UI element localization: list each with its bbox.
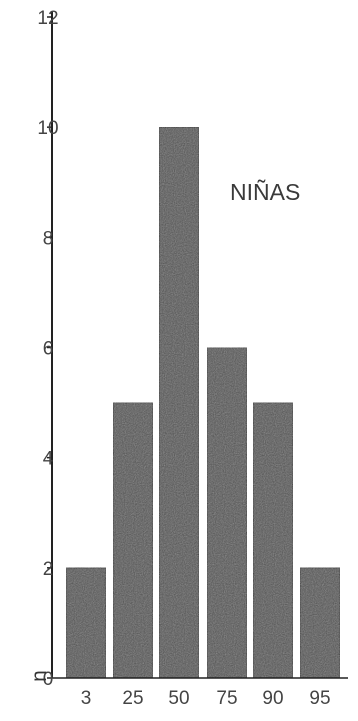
x-tick-label-25: 25	[122, 688, 143, 709]
x-tick-label-50: 50	[168, 688, 189, 709]
chart-annotation: NIÑAS	[230, 179, 300, 205]
bar-75	[206, 346, 248, 679]
x-tick-label-75: 75	[216, 688, 237, 709]
x-tick-label-95: 95	[309, 688, 330, 709]
x-tick-label-3: 3	[81, 688, 92, 709]
y-tick-label-2: 2	[43, 559, 54, 580]
y-tick-label-8: 8	[43, 228, 54, 249]
y-axis-label: n	[28, 670, 51, 682]
bar-50	[158, 126, 200, 679]
bar-3	[65, 567, 107, 679]
bars-layer	[65, 126, 341, 679]
y-tick-label-10: 10	[37, 118, 58, 139]
y-tick-label-0: 0	[43, 669, 54, 690]
y-tick-label-4: 4	[43, 449, 54, 470]
x-tick-label-90: 90	[262, 688, 283, 709]
bar-95	[299, 567, 341, 679]
bar-90	[252, 401, 294, 679]
y-tick-label-6: 6	[43, 339, 54, 360]
axis-layer: 0 2 4 6 8 10 12 3 25 50 75 90 95	[37, 8, 348, 709]
y-tick-label-12: 12	[37, 8, 58, 29]
bar-25	[112, 401, 154, 679]
